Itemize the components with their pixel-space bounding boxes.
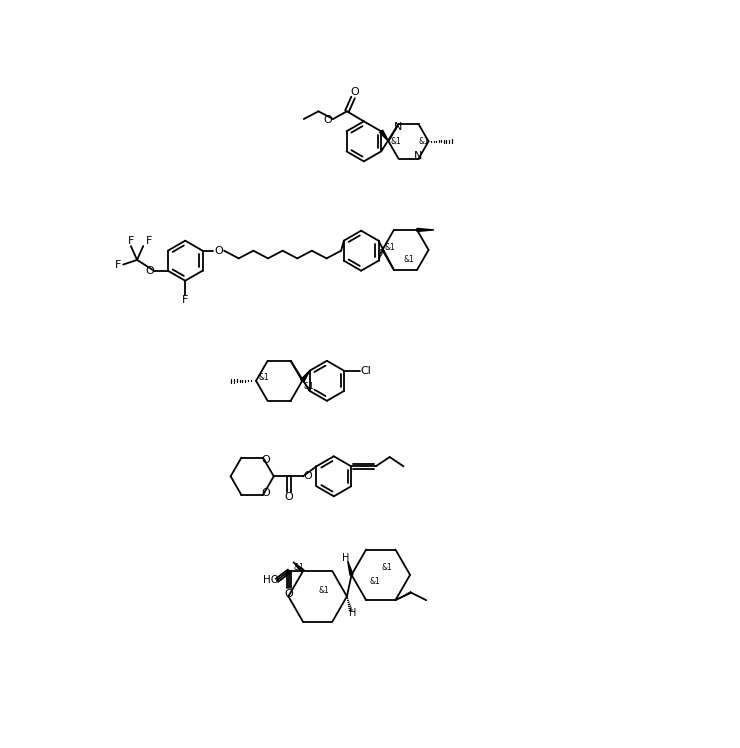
Text: F: F (128, 236, 134, 245)
Text: O: O (145, 266, 154, 276)
Polygon shape (417, 228, 434, 231)
Text: O: O (285, 492, 294, 502)
Text: O: O (261, 488, 269, 497)
Text: N: N (394, 122, 403, 132)
Text: H: H (342, 553, 349, 563)
Text: &1: &1 (258, 373, 269, 382)
Text: O: O (350, 87, 359, 97)
Text: O: O (303, 471, 312, 481)
Text: &1: &1 (318, 586, 329, 595)
Text: HO: HO (263, 575, 279, 586)
Text: O: O (261, 455, 269, 465)
Text: F: F (146, 236, 152, 245)
Text: &1: &1 (404, 254, 414, 263)
Text: &1: &1 (419, 137, 429, 146)
Text: &1: &1 (294, 562, 305, 571)
Text: O: O (285, 589, 294, 599)
Text: &1: &1 (385, 243, 395, 252)
Polygon shape (293, 562, 304, 572)
Text: Cl: Cl (360, 366, 371, 375)
Text: F: F (115, 260, 121, 269)
Text: &1: &1 (390, 137, 401, 146)
Text: H: H (349, 608, 357, 619)
Text: &1: &1 (303, 382, 314, 391)
Text: F: F (182, 295, 189, 305)
Text: O: O (323, 114, 332, 125)
Text: &1: &1 (369, 577, 380, 586)
Text: &1: &1 (382, 562, 392, 571)
Text: O: O (215, 245, 223, 256)
Polygon shape (300, 371, 309, 382)
Text: N: N (414, 150, 423, 161)
Polygon shape (380, 130, 388, 141)
Polygon shape (348, 561, 353, 575)
